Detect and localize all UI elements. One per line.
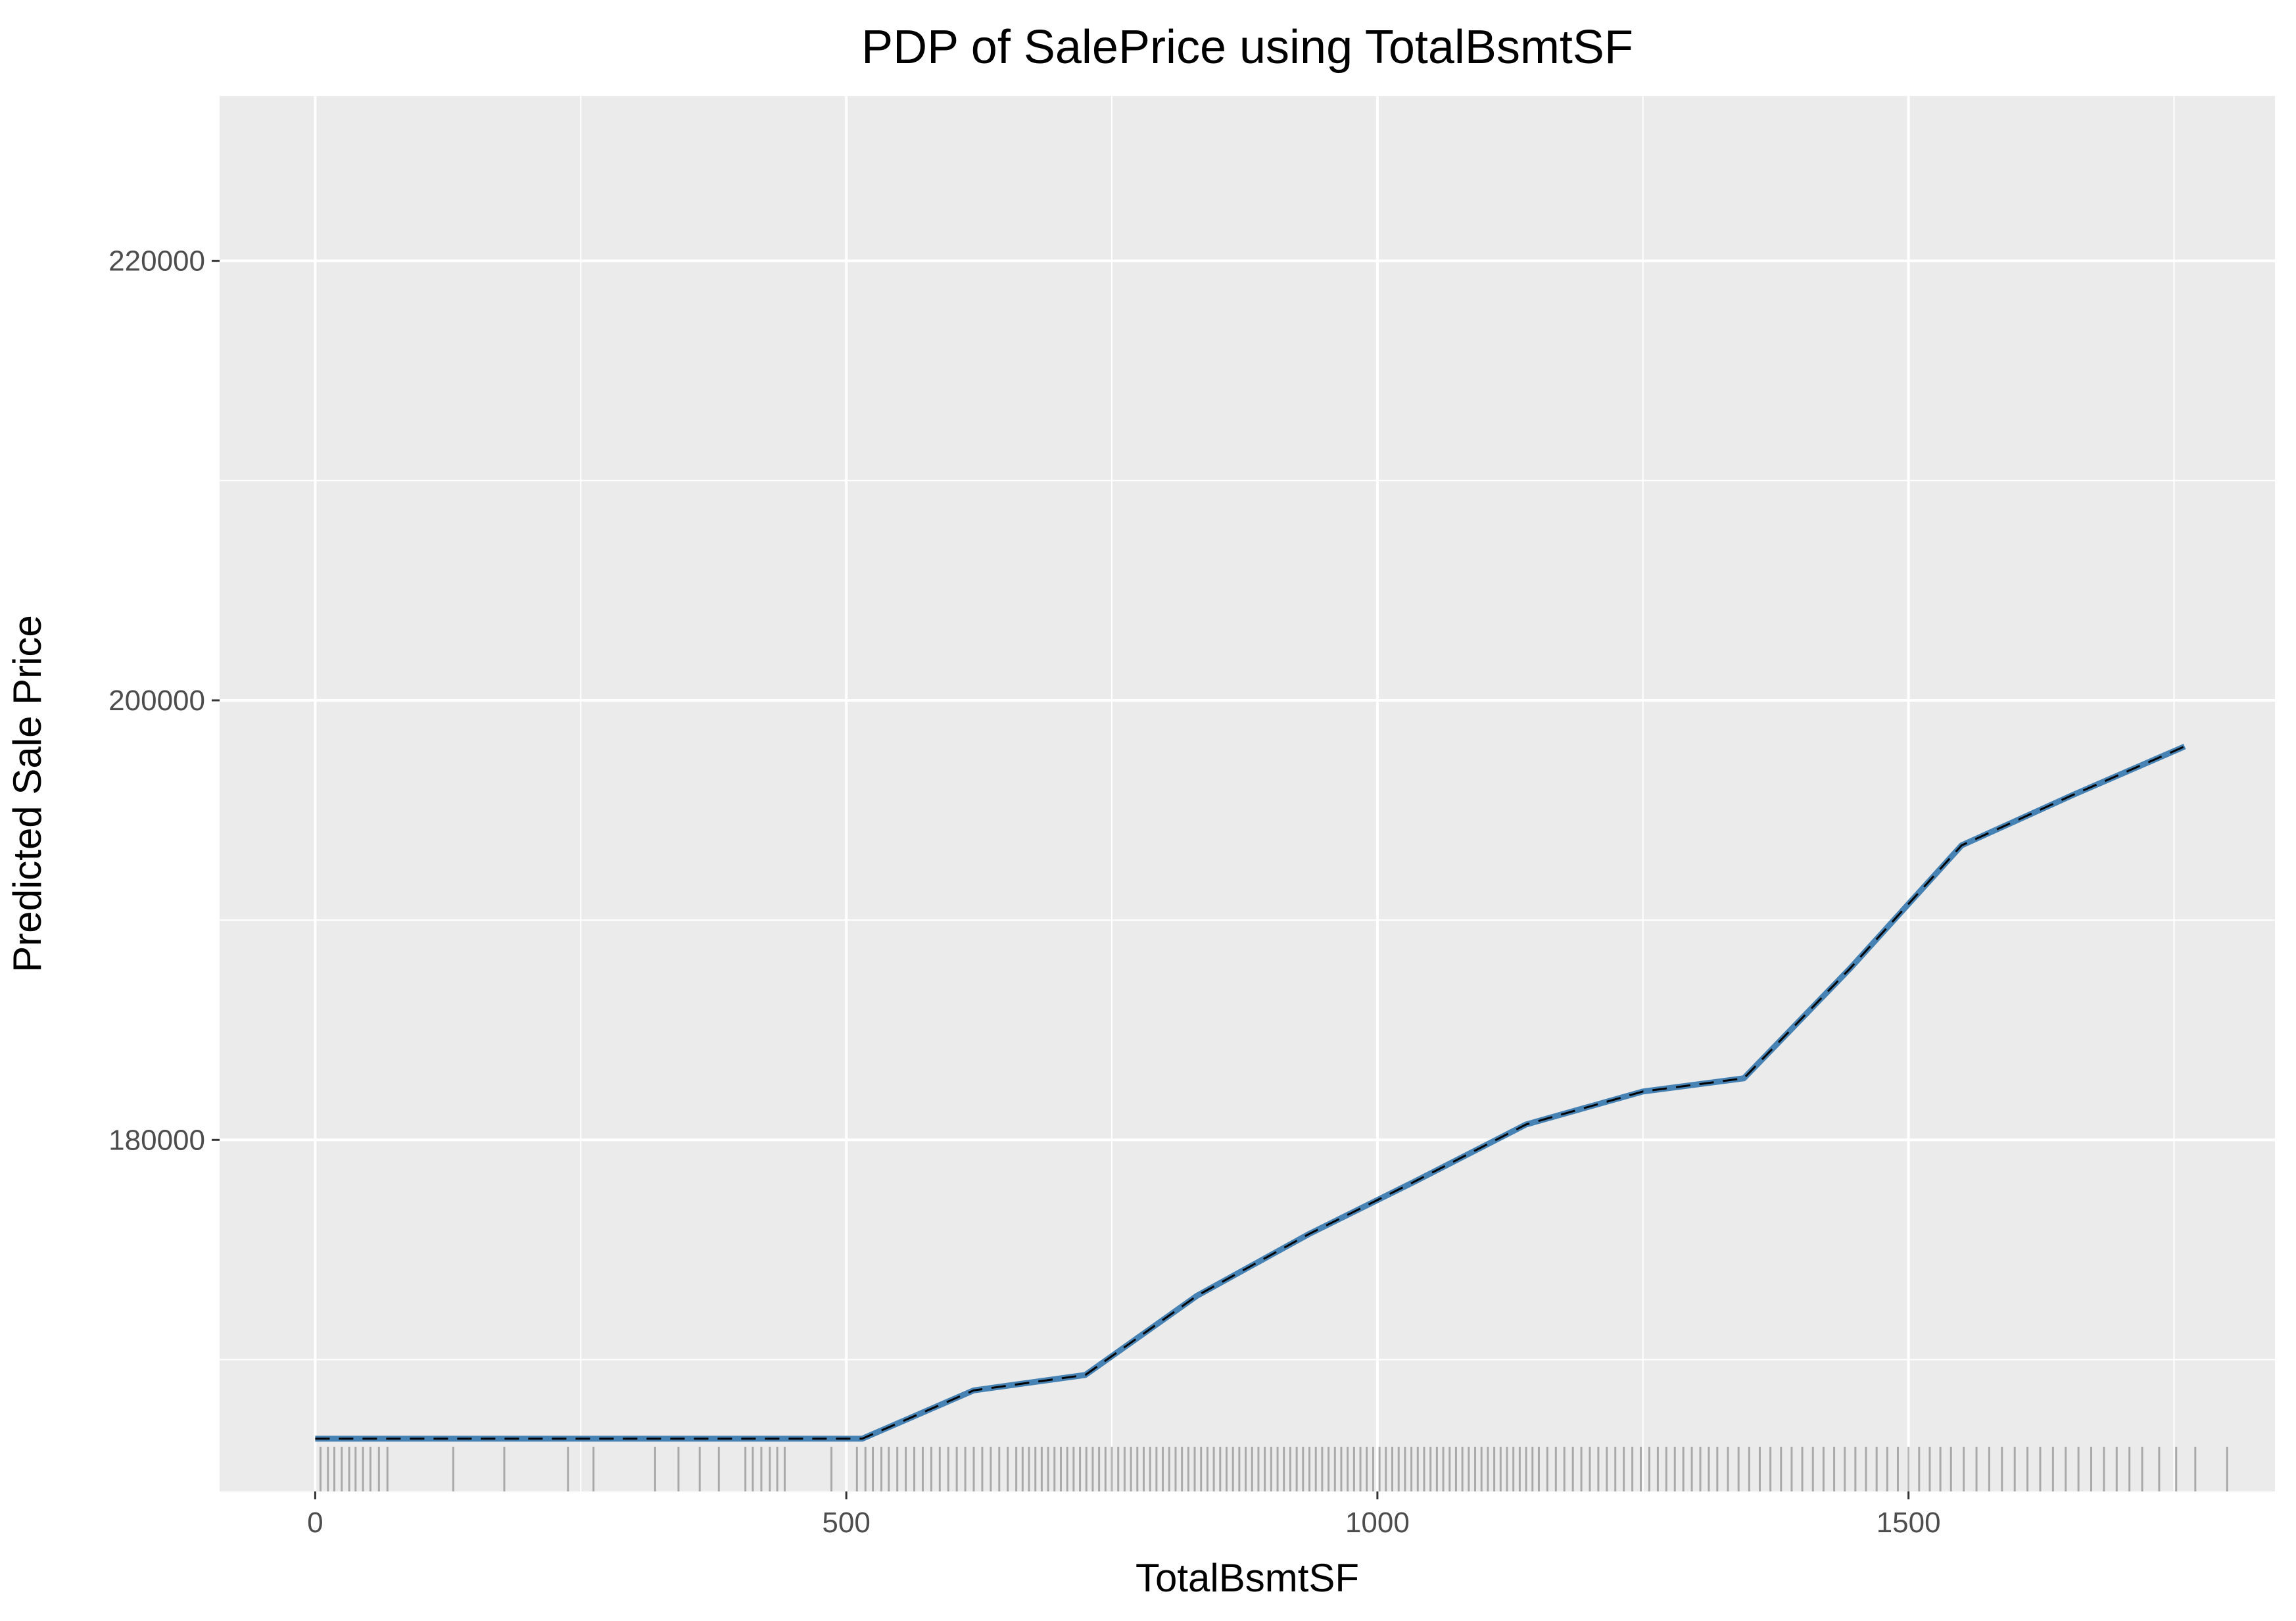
- y-axis-title: Predicted Sale Price: [5, 615, 49, 973]
- y-tick-label: 220000: [108, 245, 205, 278]
- y-tick-label: 200000: [108, 685, 205, 717]
- x-axis-title: TotalBsmtSF: [1136, 1556, 1359, 1600]
- minor-gridlines: [220, 96, 2275, 1491]
- rug-marks: [319, 1447, 2228, 1491]
- chart-title: PDP of SalePrice using TotalBsmtSF: [861, 21, 1633, 74]
- major-gridlines: [220, 96, 2275, 1491]
- x-tick-label: 500: [822, 1507, 870, 1539]
- pdp-line-dashed: [315, 745, 2186, 1440]
- axis-ticks: 0 500 1000 1500 180000 200000 220000: [108, 245, 1940, 1539]
- x-tick-label: 0: [307, 1507, 323, 1539]
- x-tick-label: 1000: [1345, 1507, 1410, 1539]
- pdp-lines: [315, 744, 2186, 1442]
- panel-background: [220, 96, 2275, 1491]
- x-tick-label: 1500: [1877, 1507, 1941, 1539]
- y-tick-label: 180000: [108, 1124, 205, 1156]
